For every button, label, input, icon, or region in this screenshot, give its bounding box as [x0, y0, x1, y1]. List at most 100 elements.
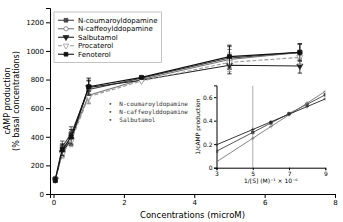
- inset-y-axis: 00.20.40.6: [203, 86, 217, 171]
- tick-label: 6: [263, 199, 268, 207]
- error-bar-cap: [227, 71, 231, 72]
- error-bar-cap: [69, 143, 73, 144]
- inset-marker: [305, 105, 309, 109]
- tick-label: 0: [52, 199, 56, 207]
- tick-mark: [46, 137, 50, 138]
- inset-marker: [269, 120, 273, 124]
- error-bar: [53, 177, 57, 183]
- tick-mark: [46, 194, 50, 195]
- tick-mark: [214, 144, 217, 145]
- inset-background: [217, 85, 326, 167]
- tick: 400: [31, 134, 50, 142]
- tick-label: 400: [31, 134, 44, 142]
- tick-mark: [214, 121, 217, 122]
- tick: 1000: [26, 48, 50, 56]
- legend-item: N-coumaroyldopamine: [58, 17, 158, 25]
- inset-x-axis-line: [217, 168, 326, 170]
- tick: 0: [52, 194, 56, 207]
- marker: [87, 85, 91, 89]
- tick: 0.4: [203, 117, 217, 124]
- tick: 9: [324, 168, 328, 177]
- tick-mark: [46, 51, 50, 52]
- legend-swatch-marker: [64, 27, 68, 31]
- marker: [52, 178, 58, 183]
- tick: 0: [209, 164, 217, 171]
- x-axis-title: Concentrations (microM): [140, 210, 245, 220]
- tick-mark: [46, 165, 50, 166]
- inset-marker: [251, 128, 255, 132]
- tick: 600: [31, 105, 50, 113]
- tick: 6: [263, 194, 268, 207]
- error-bar-cap: [298, 43, 302, 44]
- error-bar-cap: [298, 73, 302, 74]
- tick-label: 9: [324, 170, 328, 177]
- marker: [86, 95, 92, 100]
- x-axis-line: [51, 195, 336, 199]
- tick-mark: [46, 22, 50, 23]
- marker: [139, 76, 143, 80]
- error-bar: [53, 178, 57, 182]
- tick-label: 0: [209, 164, 213, 171]
- marker: [138, 79, 144, 84]
- error-bar: [60, 144, 64, 155]
- tick-mark: [124, 194, 125, 198]
- inset-marker: [305, 101, 309, 105]
- error-bar: [298, 44, 302, 61]
- error-bar: [53, 178, 57, 182]
- error-bar-cap: [60, 155, 64, 156]
- y-axis-line: [46, 9, 51, 195]
- tick: 0: [40, 191, 50, 199]
- inset-y-axis-title: 1/cAMP production: [194, 98, 202, 154]
- tick-label: 1200: [26, 19, 44, 27]
- tick-label: 0.2: [203, 141, 213, 148]
- legend-label: Procaterol: [78, 42, 113, 50]
- legend-swatch-marker: [64, 52, 68, 56]
- inset-series: [217, 89, 326, 163]
- marker: [297, 64, 303, 69]
- marker: [53, 178, 57, 182]
- tick-label: 200: [31, 162, 44, 170]
- error-bar-cap: [69, 129, 73, 130]
- marker: [298, 50, 302, 54]
- legend-label: Salbutamol: [78, 34, 118, 42]
- inset-marker: [287, 112, 291, 116]
- error-bar: [53, 178, 57, 182]
- error-bar-cap: [69, 126, 73, 127]
- error-bar-cap: [87, 78, 91, 79]
- tick-mark: [335, 194, 336, 198]
- tick: 800: [31, 76, 50, 84]
- tick-mark: [194, 194, 195, 198]
- error-bar-cap: [227, 73, 231, 74]
- error-bar: [298, 44, 302, 60]
- inset-marker: [269, 125, 273, 129]
- legend: N-coumaroyldopamineN-caffeoylddopamineSa…: [54, 12, 162, 63]
- tick-label: 0: [40, 191, 44, 199]
- error-bar-cap: [53, 176, 57, 177]
- legend-item: N-caffeoylddopamine: [58, 25, 153, 33]
- tick: 1200: [26, 19, 50, 27]
- legend-swatch-marker: [63, 36, 69, 41]
- inset-marker: [251, 136, 255, 140]
- error-bar: [298, 44, 302, 61]
- marker: [60, 148, 64, 152]
- legend-item: Salbutamol: [58, 34, 118, 42]
- inset-legend-label: • Salbutamol: [109, 116, 156, 123]
- inset-series-group: [217, 85, 326, 167]
- error-bar-cap: [298, 60, 302, 61]
- error-bar-cap: [53, 182, 57, 183]
- inset-marker: [217, 150, 218, 153]
- tick-mark: [214, 168, 217, 169]
- legend-swatch-marker: [63, 44, 69, 49]
- inset: 357900.20.40.61/[S] (M)⁻¹ × 10⁻⁶1/cAMP p…: [194, 85, 328, 183]
- tick: 200: [31, 162, 50, 170]
- error-bar-cap: [298, 43, 302, 44]
- inset-marker: [217, 143, 219, 147]
- legend-label: Fenoterol: [78, 51, 111, 59]
- tick-mark: [265, 194, 266, 198]
- tick-label: 600: [31, 105, 44, 113]
- tick: 5: [251, 168, 255, 177]
- inset-legend: • N-coumaroyldopamine• N-caffeoylddopami…: [109, 100, 189, 123]
- tick: 8: [333, 194, 337, 207]
- marker: [53, 178, 57, 182]
- chart: 02468020040060080010001200Concentrations…: [0, 0, 343, 222]
